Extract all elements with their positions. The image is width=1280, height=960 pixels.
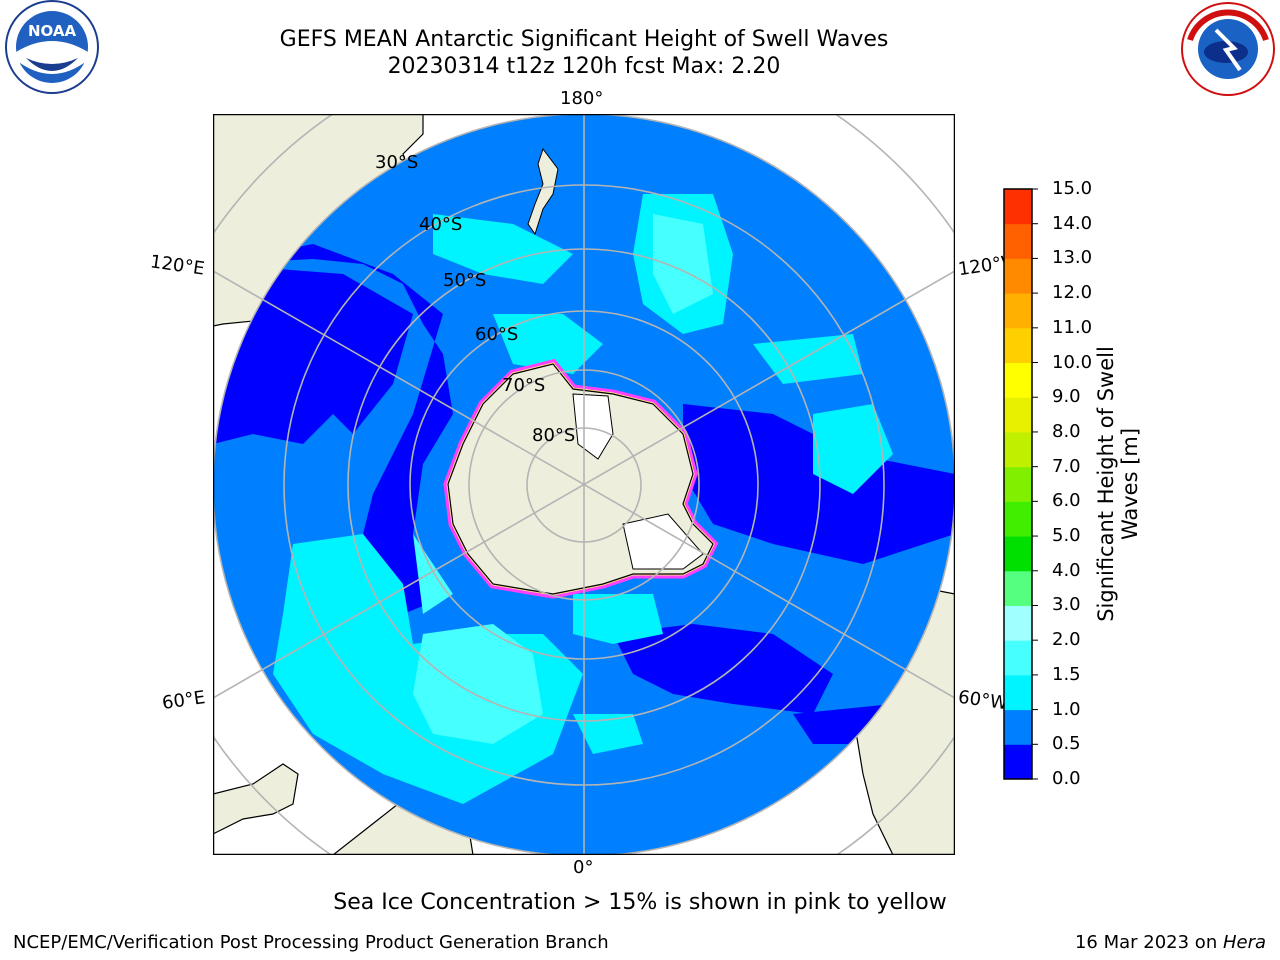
lon-label-0: 0°: [573, 857, 594, 878]
colorbar-tick-label: 0.0: [1052, 768, 1081, 789]
colorbar-tick-label: 13.0: [1052, 247, 1093, 269]
chart-subtitle: 20230314 t12z 120h fcst Max: 2.20: [387, 54, 781, 79]
map-frame-border: [213, 114, 955, 855]
lat-label-80s: 80°S: [532, 425, 575, 446]
sea-ice-caption: Sea Ice Concentration > 15% is shown in …: [333, 890, 947, 915]
colorbar-tick-label: 0.5: [1052, 733, 1081, 755]
colorbar-swatch: [1004, 189, 1032, 225]
colorbar-swatch: [1004, 362, 1032, 398]
colorbar-swatch: [1004, 744, 1032, 780]
colorbar-swatch: [1004, 431, 1032, 468]
colorbar-tick-label: 8.0: [1052, 420, 1081, 442]
lat-label-40s: 40°S: [419, 214, 462, 235]
lat-label-60s: 60°S: [475, 324, 518, 345]
colorbar-tick-label: 5.0: [1052, 525, 1081, 547]
colorbar-swatch: [1004, 605, 1032, 641]
colorbar-tick-label: 11.0: [1052, 316, 1093, 338]
new-zealand: [527, 147, 559, 236]
colorbar-swatch: [1004, 536, 1032, 572]
colorbar-tick-label: 2.0: [1052, 629, 1081, 651]
footer-credit: NCEP/EMC/Verification Post Processing Pr…: [13, 932, 609, 953]
colorbar-tick-label: 14.0: [1052, 212, 1093, 234]
lat-label-50s: 50°S: [443, 270, 486, 291]
colorbar-tick-label: 15.0: [1052, 178, 1093, 199]
lon-label-120e: 120°E: [148, 251, 206, 280]
colorbar-tick-label: 4.0: [1052, 559, 1081, 581]
colorbar-label: Significant Height of Swell Waves [m]: [1094, 346, 1142, 622]
colorbar: [1003, 188, 1038, 780]
lat-label-30s: 30°S: [375, 152, 418, 173]
colorbar-swatch: [1004, 327, 1032, 364]
lat-label-70s: 70°S: [502, 375, 545, 396]
colorbar-tick-label: 1.0: [1052, 698, 1081, 720]
colorbar-swatch: [1004, 466, 1032, 502]
noaa-logo: NOAA: [5, 0, 99, 94]
nws-logo: [1181, 2, 1275, 96]
lon-label-180: 180°: [560, 88, 604, 109]
colorbar-tick-label: 7.0: [1052, 455, 1081, 477]
colorbar-swatch: [1004, 397, 1032, 433]
lon-label-60e: 60°E: [160, 687, 207, 714]
colorbar-tick-label: 10.0: [1052, 351, 1093, 373]
graticule: [213, 114, 955, 855]
colorbar-tick-label: 3.0: [1052, 594, 1081, 616]
colorbar-swatch: [1004, 258, 1032, 294]
colorbar-swatch: [1004, 640, 1032, 676]
footer-date: 16 Mar 2023 on Hera: [1074, 932, 1266, 953]
chart-title: GEFS MEAN Antarctic Significant Height o…: [279, 27, 889, 52]
polar-map: 30°S 40°S 50°S 60°S 70°S 80°S: [213, 114, 955, 855]
colorbar-swatch: [1004, 709, 1032, 745]
swell-field: [213, 194, 955, 804]
colorbar-swatch: [1004, 293, 1032, 329]
colorbar-swatch: [1004, 570, 1032, 606]
weddell-ice-shelf: [622, 513, 704, 570]
colorbar-swatch: [1004, 674, 1032, 711]
colorbar-swatch: [1004, 223, 1032, 259]
footer-host: Hera: [1222, 932, 1266, 953]
colorbar-tick-label: 6.0: [1052, 490, 1081, 512]
svg-text:NOAA: NOAA: [28, 22, 77, 40]
colorbar-swatch: [1004, 501, 1032, 537]
ross-ice-shelf: [572, 393, 614, 460]
colorbar-tick-label: 1.5: [1052, 663, 1081, 685]
colorbar-tick-label: 12.0: [1052, 282, 1093, 304]
colorbar-tick-label: 9.0: [1052, 386, 1081, 408]
